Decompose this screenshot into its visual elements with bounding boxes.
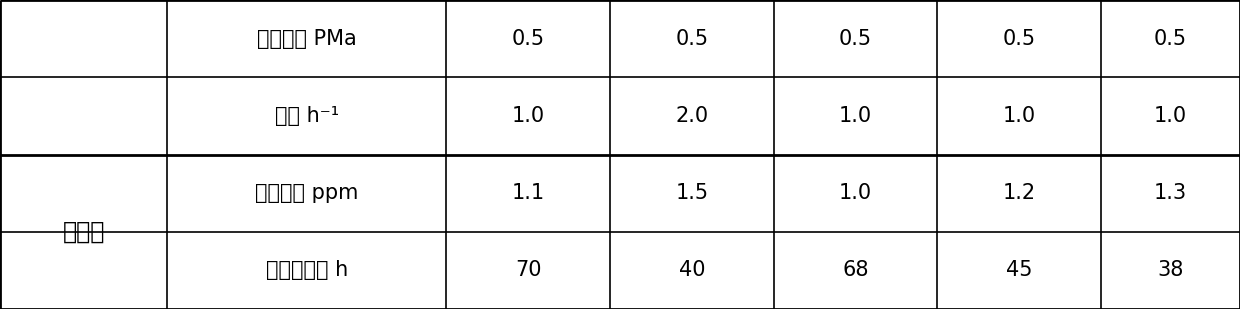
Text: 70: 70 <box>515 260 542 280</box>
Text: 2.0: 2.0 <box>676 106 708 126</box>
Text: 1.0: 1.0 <box>512 106 544 126</box>
Text: 0.5: 0.5 <box>839 29 872 49</box>
Text: 1.0: 1.0 <box>1003 106 1035 126</box>
Text: 反应压力 PMa: 反应压力 PMa <box>257 29 357 49</box>
Text: 0.5: 0.5 <box>512 29 544 49</box>
Text: 空速 h⁻¹: 空速 h⁻¹ <box>275 106 339 126</box>
Text: 脉氯后: 脉氯后 <box>62 220 105 244</box>
Text: 1.0: 1.0 <box>839 106 872 126</box>
Text: 1.3: 1.3 <box>1154 183 1187 203</box>
Text: 45: 45 <box>1006 260 1033 280</box>
Text: 0.5: 0.5 <box>1003 29 1035 49</box>
Text: 1.2: 1.2 <box>1003 183 1035 203</box>
Text: 40: 40 <box>678 260 706 280</box>
Text: 1.1: 1.1 <box>512 183 544 203</box>
Text: 氯含量， ppm: 氯含量， ppm <box>255 183 358 203</box>
Text: 0.5: 0.5 <box>676 29 708 49</box>
Text: 38: 38 <box>1157 260 1184 280</box>
Text: 穿透时间， h: 穿透时间， h <box>265 260 348 280</box>
Text: 1.5: 1.5 <box>676 183 708 203</box>
Text: 1.0: 1.0 <box>839 183 872 203</box>
Text: 1.0: 1.0 <box>1154 106 1187 126</box>
Text: 0.5: 0.5 <box>1154 29 1187 49</box>
Text: 68: 68 <box>842 260 869 280</box>
